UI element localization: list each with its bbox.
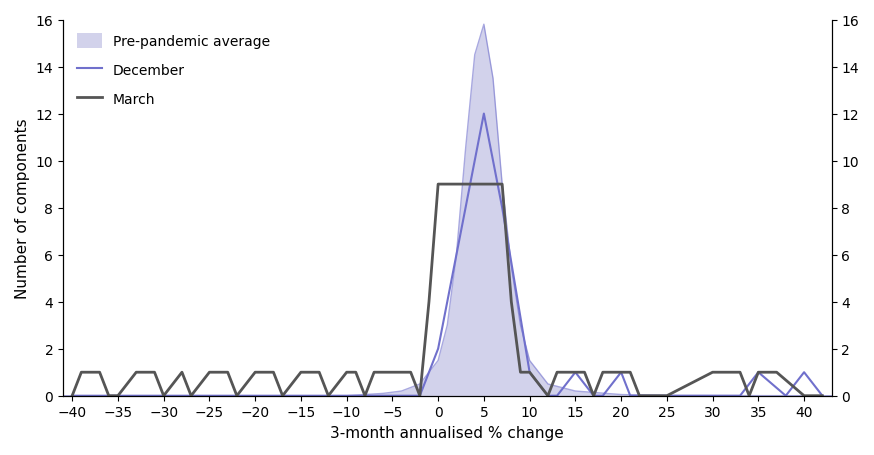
December	[625, 393, 635, 399]
December	[479, 111, 489, 117]
December	[223, 393, 233, 399]
December	[406, 393, 416, 399]
December	[707, 393, 718, 399]
December	[588, 393, 599, 399]
Y-axis label: Number of components: Number of components	[15, 118, 30, 298]
December	[753, 369, 764, 375]
December	[250, 393, 260, 399]
December	[113, 393, 123, 399]
December	[817, 393, 828, 399]
Legend: Pre-pandemic average, December, March: Pre-pandemic average, December, March	[70, 27, 277, 113]
December	[524, 369, 535, 375]
December	[433, 346, 443, 352]
December	[360, 393, 371, 399]
December	[799, 369, 809, 375]
March	[433, 182, 443, 187]
December	[451, 253, 461, 258]
December	[735, 393, 746, 399]
December	[570, 369, 580, 375]
March	[186, 393, 197, 399]
December	[543, 393, 553, 399]
March	[342, 369, 352, 375]
December	[67, 393, 78, 399]
March	[817, 393, 828, 399]
Line: December: December	[73, 114, 822, 396]
December	[205, 393, 215, 399]
March	[451, 182, 461, 187]
December	[177, 393, 187, 399]
December	[277, 393, 288, 399]
December	[369, 393, 379, 399]
December	[268, 393, 279, 399]
March	[551, 369, 562, 375]
December	[158, 393, 169, 399]
X-axis label: 3-month annualised % change: 3-month annualised % change	[330, 425, 564, 440]
March	[506, 299, 517, 305]
December	[414, 393, 425, 399]
December	[396, 393, 406, 399]
December	[387, 393, 398, 399]
December	[662, 393, 672, 399]
December	[342, 393, 352, 399]
December	[497, 205, 508, 211]
December	[323, 393, 334, 399]
December	[140, 393, 150, 399]
March	[67, 393, 78, 399]
December	[616, 369, 627, 375]
December	[598, 393, 608, 399]
December	[295, 393, 306, 399]
December	[551, 393, 562, 399]
December	[94, 393, 105, 399]
December	[186, 393, 197, 399]
March	[497, 182, 508, 187]
December	[780, 393, 791, 399]
Line: March: March	[73, 185, 822, 396]
December	[314, 393, 324, 399]
